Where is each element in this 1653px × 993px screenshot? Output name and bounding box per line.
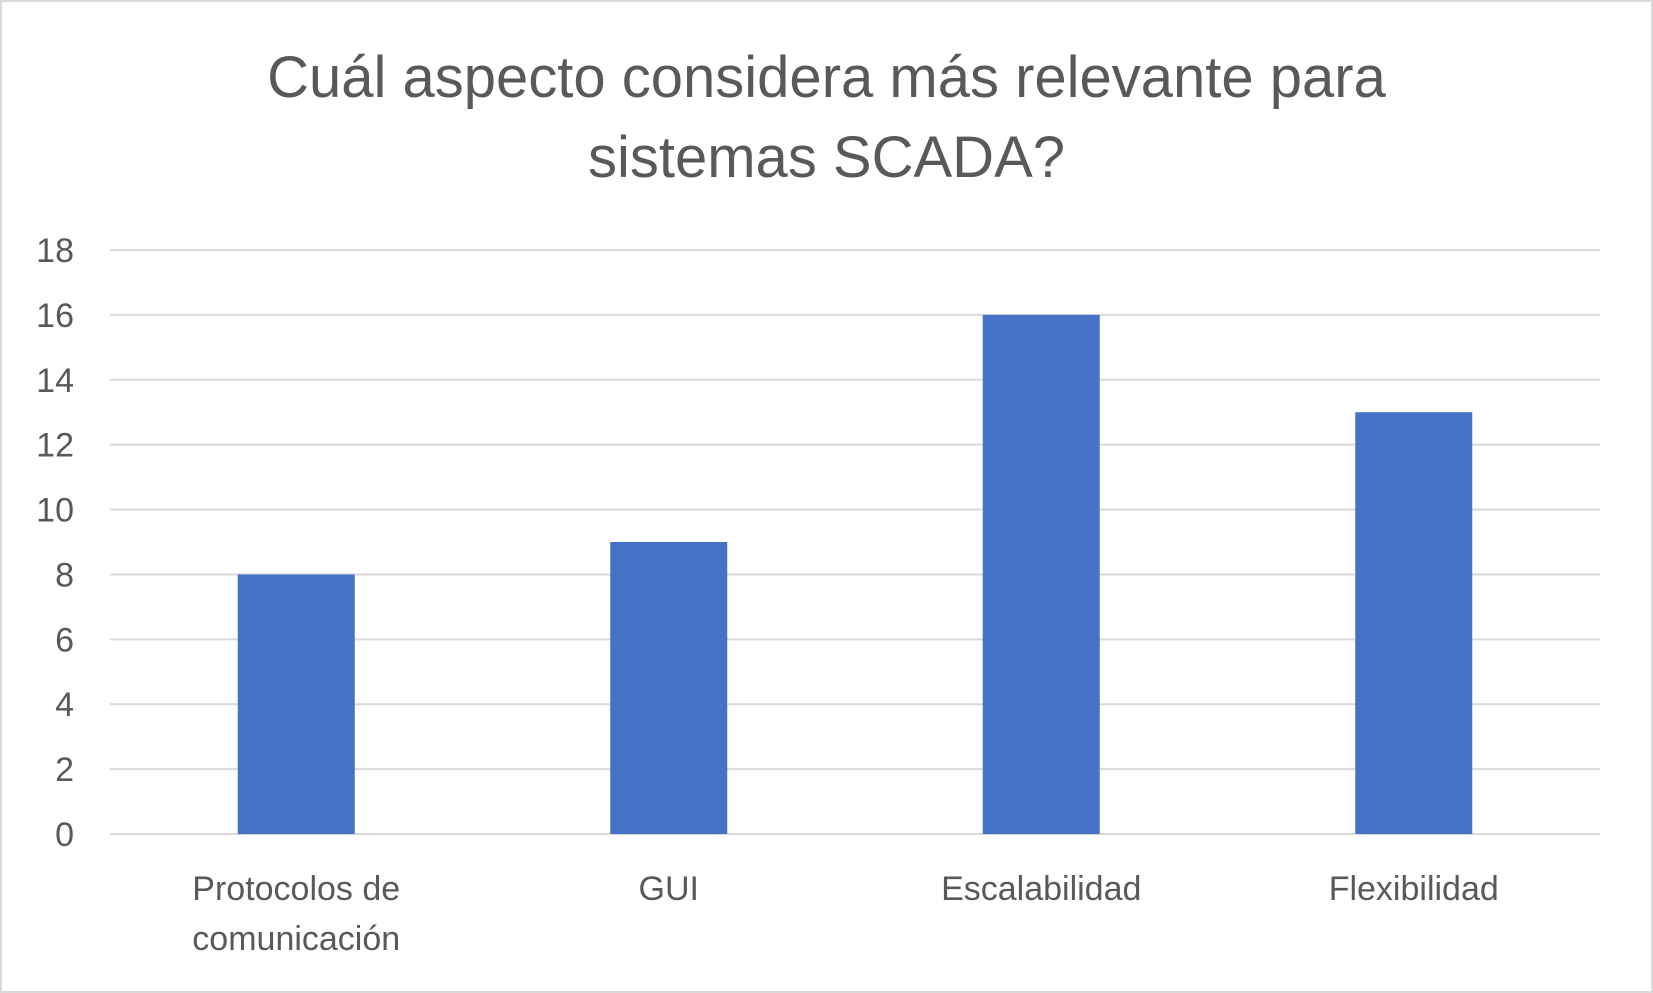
chart-title-line-2: sistemas SCADA? [587,125,1066,190]
y-tick-label: 12 [36,427,74,465]
y-tick-label: 8 [55,556,74,594]
chart-title-line-1: Cuál aspecto considera más relevante par… [267,45,1386,110]
y-tick-label: 16 [36,297,74,335]
gridlines [110,249,1600,835]
x-axis-categories: Protocolos de comunicación GUI Escalabilida… [192,870,1499,958]
y-tick-label: 14 [36,362,74,400]
y-tick-label: 2 [55,751,74,789]
x-category-label: GUI [639,870,699,908]
bar [1355,412,1473,834]
y-tick-label: 18 [36,232,74,270]
y-tick-label: 0 [55,816,74,854]
y-tick-label: 4 [55,686,74,724]
bar [610,542,728,834]
y-axis-ticks: 0 2 4 6 8 10 12 14 16 18 [36,232,74,854]
y-tick-label: 6 [55,621,74,659]
chart-title: Cuál aspecto considera más relevante par… [2,38,1651,198]
x-category-label: Protocolos de comunicación [192,870,400,958]
x-category-label: Flexibilidad [1329,870,1499,908]
x-category-label: Escalabilidad [941,870,1141,908]
bar [982,314,1100,834]
y-tick-label: 10 [36,492,74,530]
bars [237,314,1473,834]
bar [237,574,355,834]
